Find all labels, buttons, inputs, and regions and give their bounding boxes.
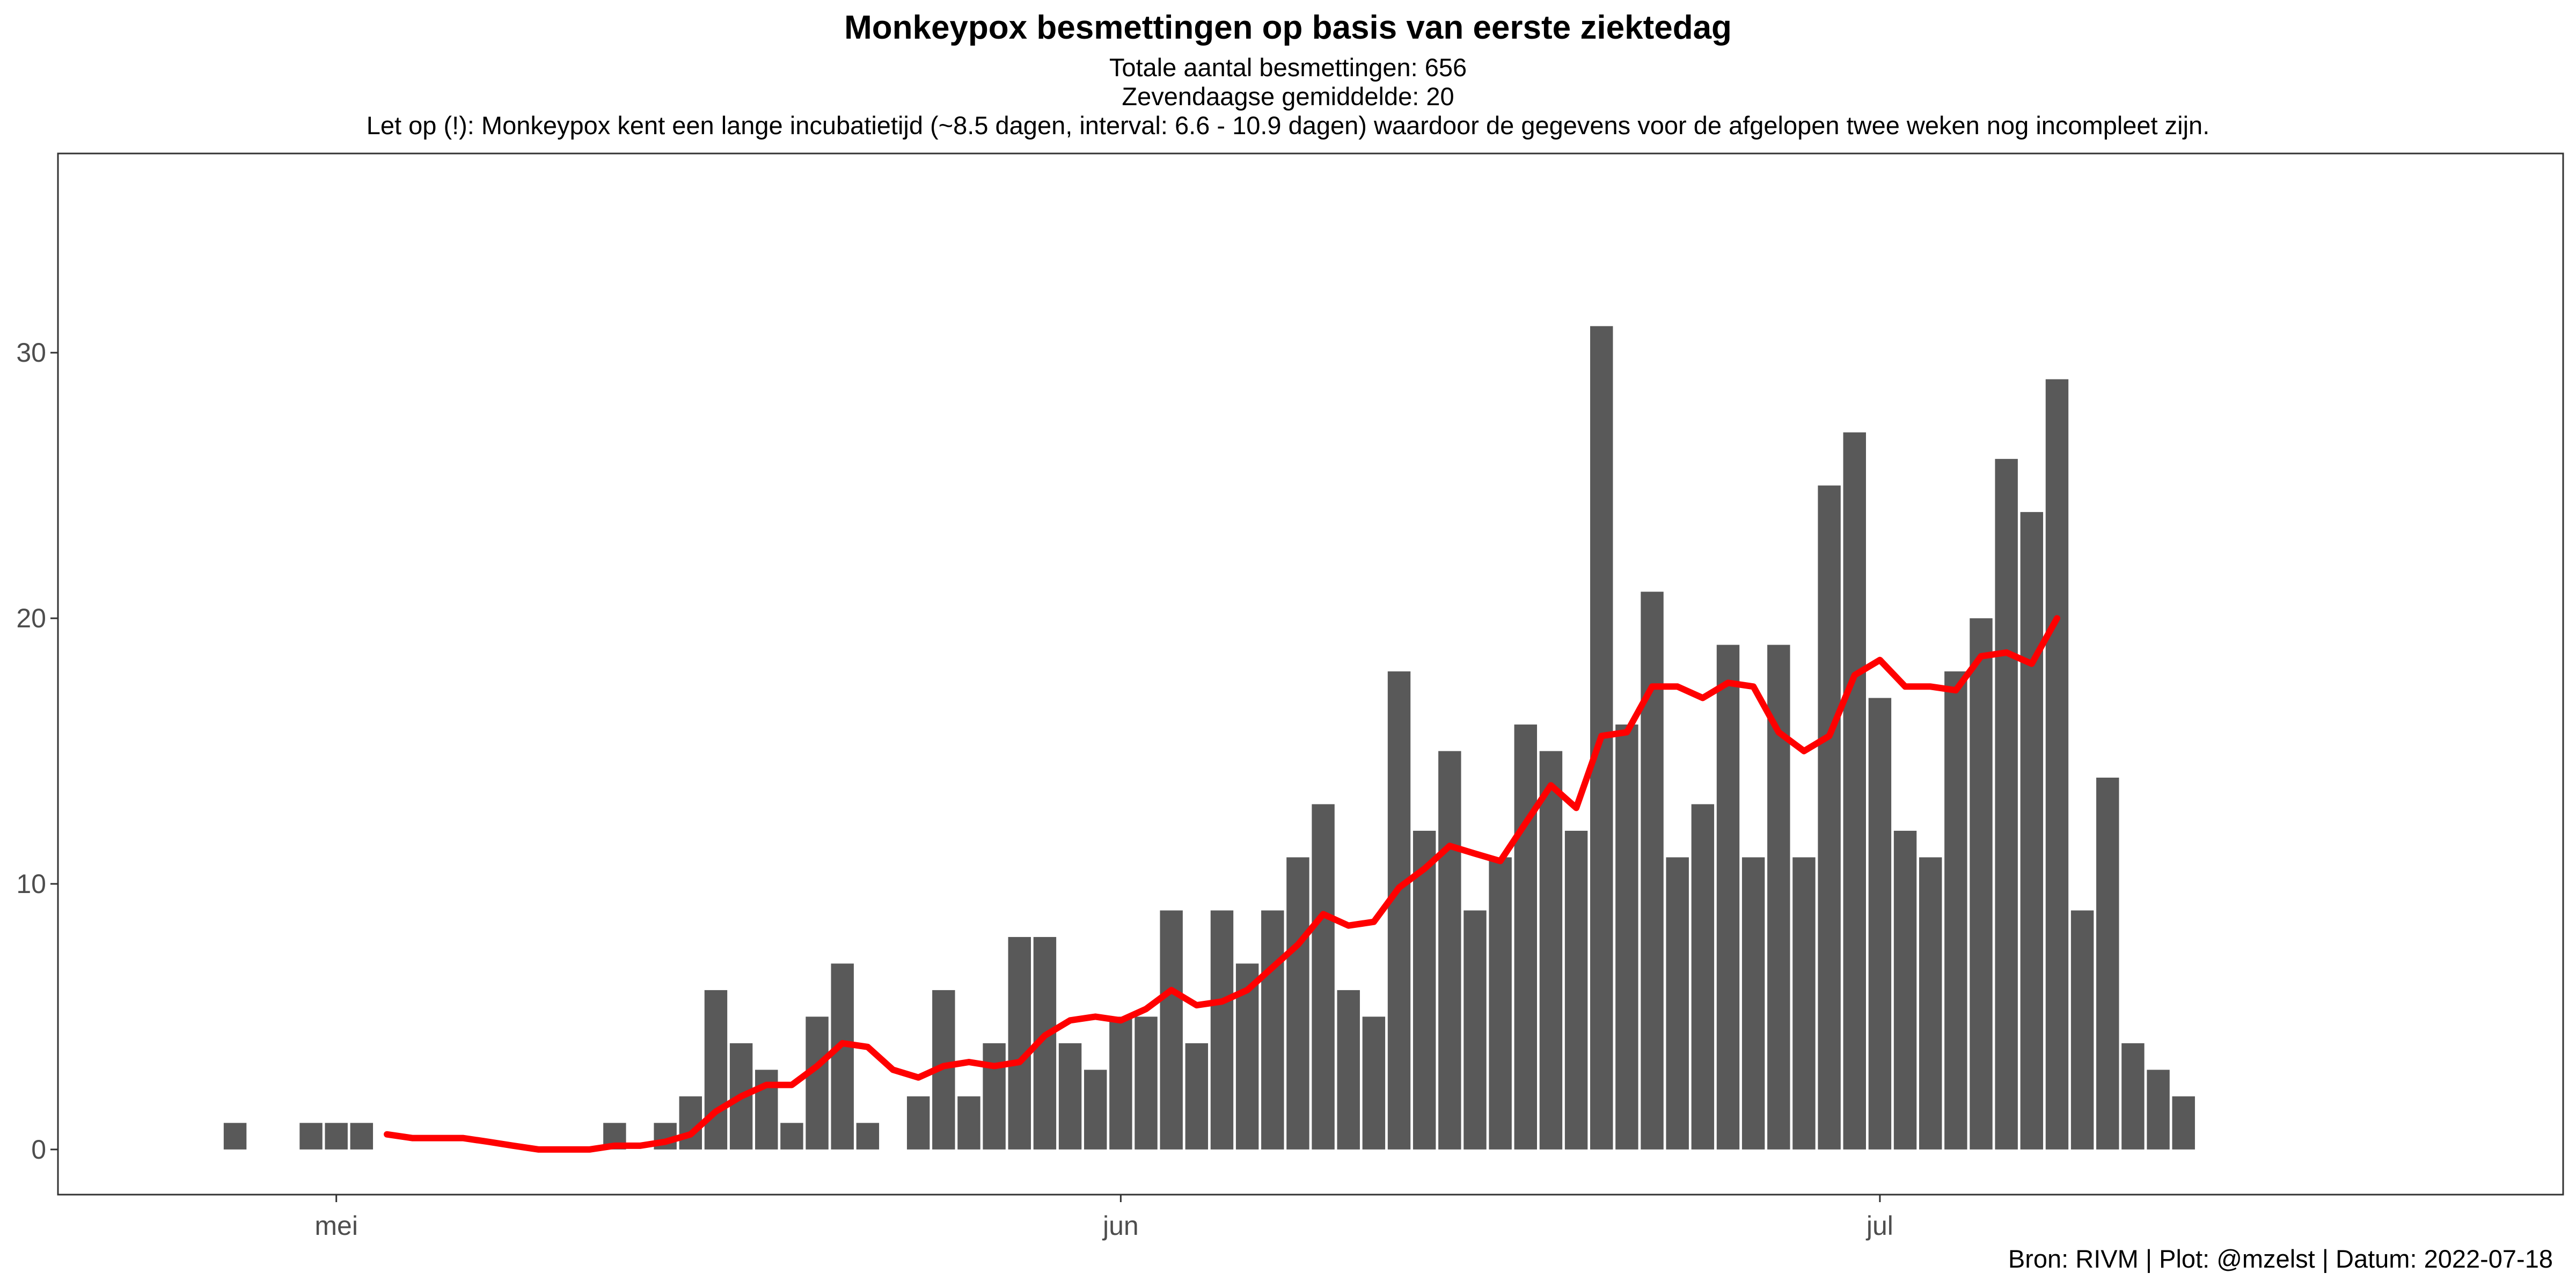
bar	[1919, 857, 1942, 1150]
bar	[1008, 936, 1031, 1150]
bar	[1868, 698, 1892, 1150]
bar	[1716, 645, 1740, 1150]
bar	[2045, 379, 2069, 1150]
panel-border	[57, 152, 2564, 1196]
bar	[1185, 1043, 1209, 1150]
bar	[1463, 910, 1487, 1150]
bar	[1843, 432, 1866, 1150]
bar	[1995, 459, 2018, 1150]
bar	[1058, 1043, 1082, 1150]
y-tick-label: 10	[16, 869, 46, 899]
moving-average-line	[384, 615, 2060, 1153]
bar	[983, 1043, 1006, 1150]
bar	[1970, 618, 1993, 1150]
bar	[1337, 990, 1360, 1150]
bar	[1438, 751, 1461, 1150]
bar	[1413, 830, 1436, 1150]
chart-title: Monkeypox besmettingen op basis van eers…	[844, 9, 1732, 46]
bar	[957, 1096, 980, 1150]
chart-subtitle-warning: Let op (!): Monkeypox kent een lange inc…	[366, 111, 2210, 140]
x-tick-label: jul	[1865, 1211, 1893, 1241]
bar	[1210, 910, 1234, 1150]
bar	[704, 990, 728, 1150]
y-tick-label: 0	[31, 1135, 46, 1165]
bar	[1818, 485, 1841, 1150]
bar	[1362, 1016, 1386, 1150]
bar	[2096, 778, 2119, 1150]
bar	[831, 963, 854, 1150]
bar	[299, 1123, 323, 1150]
bar	[856, 1123, 880, 1150]
bar	[1564, 830, 1588, 1150]
bar	[1539, 751, 1563, 1150]
bar	[1666, 857, 1689, 1150]
bar	[1489, 857, 1512, 1150]
x-tick-label: mei	[314, 1211, 358, 1241]
moving-average-layer	[384, 615, 2060, 1153]
bar	[1893, 830, 1917, 1150]
bar	[223, 1123, 247, 1150]
bar	[1944, 671, 1967, 1150]
bar	[1615, 724, 1638, 1150]
bar	[1286, 857, 1309, 1150]
bar	[1261, 910, 1284, 1150]
bars-layer	[223, 326, 2195, 1150]
bar	[1741, 857, 1765, 1150]
bar	[1084, 1070, 1107, 1150]
bar	[1387, 671, 1411, 1150]
chart-caption: Bron: RIVM | Plot: @mzelst | Datum: 2022…	[2008, 1245, 2553, 1273]
y-tick-label: 20	[16, 603, 46, 633]
chart-subtitle-total: Totale aantal besmettingen: 656	[1109, 53, 1467, 82]
bar	[1312, 804, 1335, 1150]
bar	[780, 1123, 803, 1150]
bar	[1514, 724, 1538, 1150]
bar	[679, 1096, 702, 1150]
bar	[2070, 910, 2094, 1150]
bar	[1691, 804, 1715, 1150]
bar	[2020, 512, 2044, 1150]
bar	[325, 1123, 348, 1150]
bar	[2147, 1070, 2170, 1150]
bar	[1160, 910, 1183, 1150]
y-tick-label: 30	[16, 338, 46, 368]
bar	[906, 1096, 930, 1150]
bar	[2121, 1043, 2145, 1150]
bar	[806, 1016, 829, 1150]
bar	[1135, 1016, 1158, 1150]
x-tick-label: jun	[1102, 1211, 1139, 1241]
bar	[2172, 1096, 2195, 1150]
bar	[1641, 591, 1664, 1150]
bar	[350, 1123, 374, 1150]
y-axis: 0 10 20 30	[16, 338, 58, 1165]
bar	[1792, 857, 1816, 1150]
bar	[1109, 1016, 1132, 1150]
chart-subtitle-average: Zevendaagse gemiddelde: 20	[1122, 82, 1454, 111]
x-axis: mei jun jul	[314, 1195, 1893, 1241]
